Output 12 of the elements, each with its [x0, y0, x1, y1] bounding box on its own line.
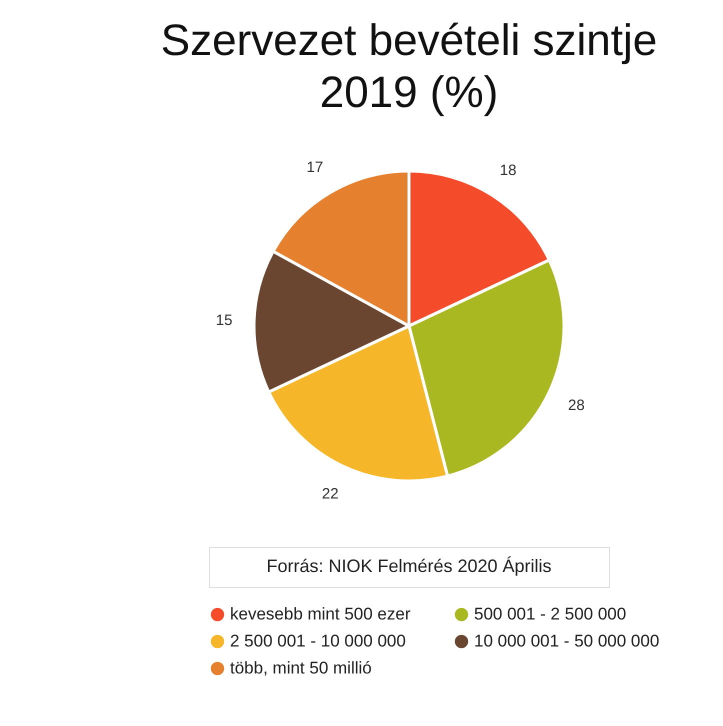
data-label: 22	[322, 485, 339, 502]
chart-title: Szervezet bevételi szintje 2019 (%)	[160, 16, 658, 117]
data-label: 18	[500, 162, 516, 179]
legend-label: több, mint 50 millió	[230, 658, 372, 678]
data-label: 17	[306, 158, 324, 176]
legend-label: kevesebb mint 500 ezer	[230, 604, 411, 624]
data-label: 15	[216, 312, 232, 330]
legend-label: 500 001 - 2 500 000	[474, 604, 626, 624]
legend-label: 10 000 001 - 50 000 000	[474, 632, 660, 650]
legend-label: 2 500 001 - 10 000 000	[230, 632, 406, 650]
text: Forrás: NIOK Felmérés 2020 Április	[266, 556, 552, 576]
data-label: 28	[568, 396, 585, 414]
